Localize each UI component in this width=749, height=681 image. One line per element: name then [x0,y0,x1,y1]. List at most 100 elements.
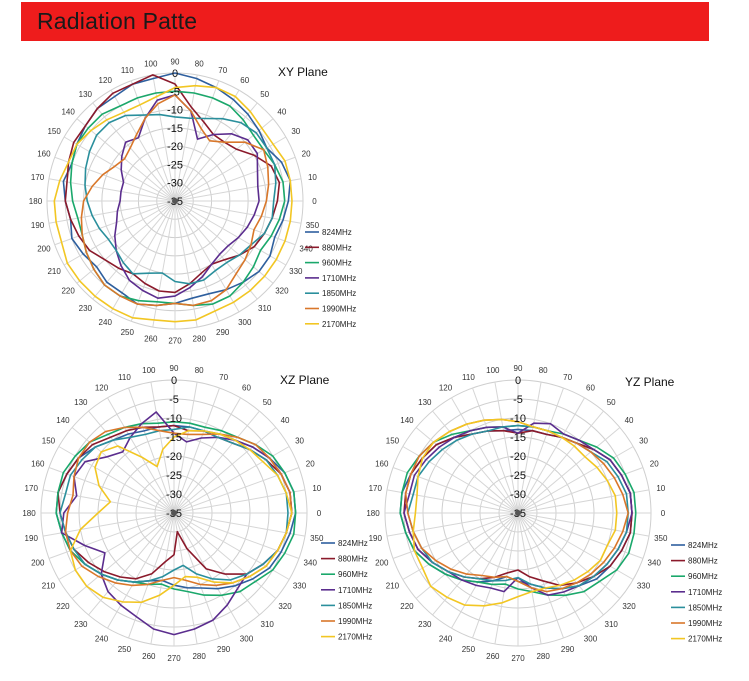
grid-spoke [472,512,519,639]
series-line-960mhz [55,421,297,597]
angle-tick-label: 280 [193,334,207,343]
grid-spoke [173,410,260,514]
angle-tick-label: 90 [170,364,179,373]
chart-title: XY Plane [278,65,328,79]
series-line-2170mhz [53,84,293,323]
angle-tick-label: 200 [375,559,389,568]
angle-tick-label: 190 [369,534,383,543]
grid-spoke [110,89,176,202]
angle-tick-label: 100 [144,60,158,69]
angle-tick-label: 80 [195,366,204,375]
legend-label: 2170MHz [322,320,356,329]
legend-label: 824MHz [338,539,368,548]
angle-tick-label: 220 [61,287,75,296]
grid-spoke [107,512,175,629]
angle-tick-label: 80 [539,366,548,375]
legend-label: 960MHz [338,570,368,579]
grid-spoke [173,512,277,599]
legend-label: 1990MHz [688,619,722,628]
angle-tick-label: 350 [654,534,668,543]
radial-tick-label: -15 [167,123,183,135]
xy-plane-chart: 0 10 20 30 40 50 60 70 80 90 100 110 120 130 140 150 160… [29,57,356,345]
angle-tick-label: 220 [56,602,70,611]
series-line-1850mhz [59,426,289,583]
angle-tick-label: 120 [99,76,113,85]
angle-tick-label: 280 [192,652,206,661]
header-banner: Radiation Patte [21,2,709,41]
grid-spoke [174,200,240,313]
grid-spoke [517,512,634,580]
radial-tick-label: -5 [169,394,179,406]
angle-tick-label: 50 [607,398,616,407]
angle-tick-label: 50 [263,398,272,407]
angle-tick-label: 20 [306,459,315,468]
angle-tick-label: 150 [386,437,400,446]
angle-tick-label: 70 [218,66,227,75]
angle-tick-label: 240 [99,318,113,327]
grid-spoke [88,410,175,514]
legend-label: 824MHz [322,228,352,237]
grid-spoke [517,427,621,514]
legend-label: 1710MHz [688,588,722,597]
angle-tick-label: 310 [258,304,272,313]
legend-label: 1850MHz [338,601,372,610]
angle-tick-label: 260 [144,334,158,343]
grid-spoke [173,381,198,514]
grid-spoke [432,410,519,514]
grid-spoke [451,512,519,629]
grid-spoke [174,80,220,202]
angle-tick-label: 290 [561,645,575,654]
angle-tick-label: 210 [386,581,400,590]
series-line-2170mhz [69,429,293,604]
angle-tick-label: 210 [47,267,61,276]
series-line-1850mhz [84,113,277,285]
legend: 824MHz 880MHz 960MHz 1710MHz 1850MHz 1990MHz 2… [305,228,356,329]
angle-tick-label: 340 [648,559,662,568]
grid-spoke [517,512,585,629]
grid-spoke [173,427,277,514]
angle-tick-label: 230 [79,304,93,313]
radial-tick-label: -10 [167,105,183,117]
angle-tick-label: 10 [656,484,665,493]
angle-tick-label: 210 [42,581,56,590]
angle-tick-label: 90 [514,364,523,373]
angle-tick-label: 340 [304,559,318,568]
angle-tick-label: 260 [142,652,156,661]
grid-spoke [415,512,519,599]
grid-spoke [517,512,542,645]
radial-tick-label: -15 [510,432,526,444]
grid-spoke [173,512,220,639]
polar-grid [40,379,308,647]
angle-tick-label: 70 [219,373,228,382]
legend-label: 880MHz [338,555,368,564]
angle-tick-label: 170 [25,484,39,493]
angle-tick-label: 300 [240,635,254,644]
angle-tick-label: 190 [31,221,45,230]
series-line-1710mhz [403,422,633,596]
legend: 824MHz 880MHz 960MHz 1710MHz 1850MHz 1990MHz 2… [671,541,722,644]
angle-tick-label: 10 [312,484,321,493]
angle-tick-label: 260 [486,652,500,661]
angle-tick-label: 170 [31,173,45,182]
angle-tick-label: 310 [605,620,619,629]
angle-tick-label: 240 [95,635,109,644]
chart-title: YZ Plane [625,375,675,389]
radial-tick-label: -10 [166,413,182,425]
grid-spoke [150,512,175,645]
angle-tick-label: 110 [462,373,475,382]
legend-label: 1710MHz [322,274,356,283]
legend-label: 880MHz [322,243,352,252]
grid-spoke [494,381,519,514]
angle-tick-label: 330 [289,267,303,276]
angle-tick-label: 320 [278,602,292,611]
angle-tick-label: 60 [586,383,595,392]
angle-tick-label: 90 [171,57,180,66]
radial-tick-label: -25 [166,470,182,482]
angle-tick-label: 160 [37,149,51,158]
angle-tick-label: 130 [79,90,93,99]
grid-spoke [128,387,175,514]
radial-tick-label: 0 [171,375,177,387]
angle-tick-label: 10 [308,173,317,182]
angle-tick-label: 120 [95,383,109,392]
angle-tick-label: 130 [418,398,432,407]
